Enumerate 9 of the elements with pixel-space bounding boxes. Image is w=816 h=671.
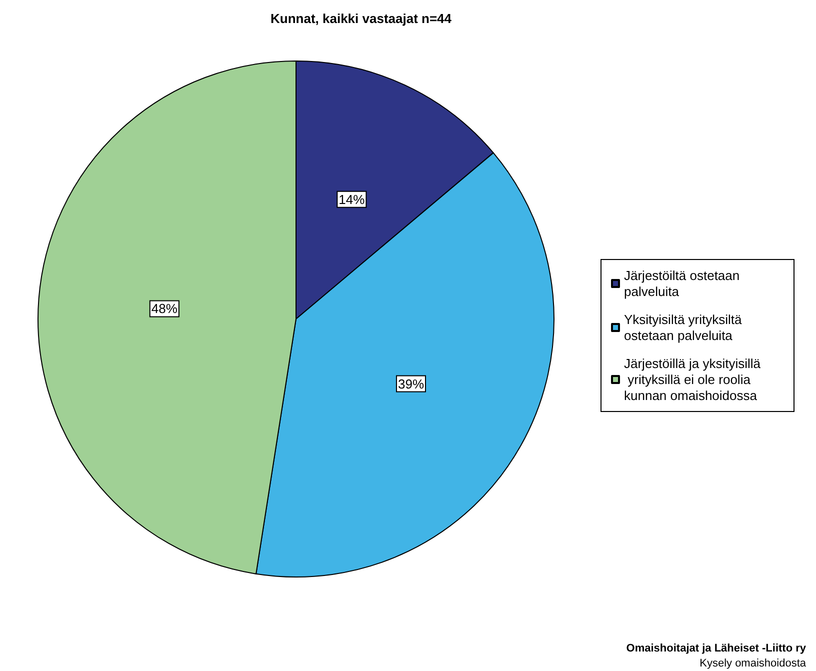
data-label: 39% xyxy=(398,376,424,392)
text: Omaishoitajat ja Läheiset -Liitto ry xyxy=(626,642,807,654)
data-label: 14% xyxy=(338,192,366,207)
chart-title: Kunnat, kaikki vastaajat n=44 xyxy=(270,11,452,26)
legend-label: Järjestöiltä ostetaan palveluita xyxy=(624,268,744,299)
legend-label: Järjestöillä ja yksityisillä yrityksillä ei ole roolia kunnan omaishoidossa xyxy=(624,356,762,403)
legend-label: Yksityisiltä yrityksiltä ostetaan palveluita xyxy=(624,312,746,343)
text: Kysely omaishoidosta xyxy=(700,658,807,670)
data-label: 48% xyxy=(151,301,178,316)
